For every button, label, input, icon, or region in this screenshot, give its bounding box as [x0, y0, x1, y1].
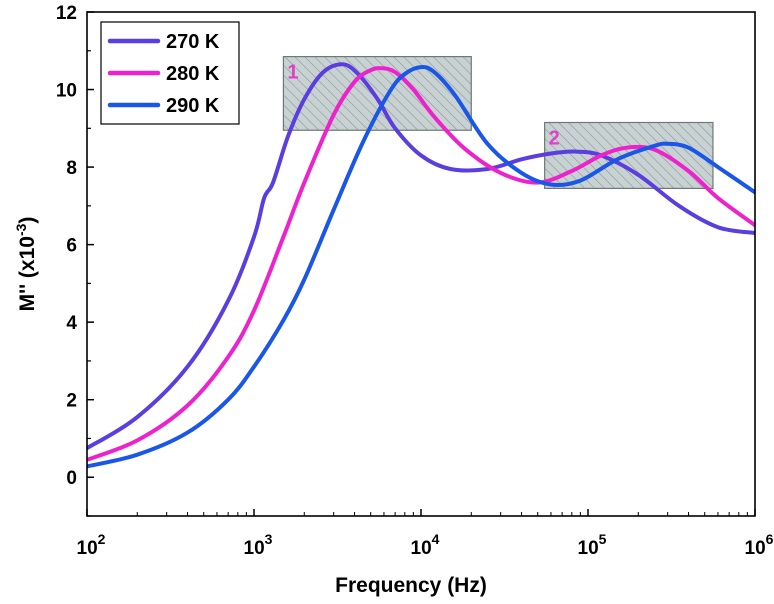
series-lines: [87, 62, 755, 469]
legend-label-290-k: 290 K: [166, 95, 220, 117]
y-tick-label-2: 2: [66, 391, 77, 412]
y-tick-label-6: 6: [66, 236, 77, 257]
y-axis-title-exponent: -3: [13, 223, 29, 236]
x-tick-label-2: 102: [77, 531, 106, 559]
x-tick-label-4: 104: [411, 531, 440, 559]
y-axis-title-close: ): [16, 217, 39, 224]
legend-label-280-k: 280 K: [166, 63, 220, 85]
x-tick-label-6: 106: [745, 531, 774, 559]
x-tick-label-5: 105: [578, 531, 607, 559]
annotation-label-1: 1: [287, 62, 298, 84]
y-tick-label-8: 8: [66, 158, 77, 179]
annotation-label-2: 2: [549, 127, 560, 149]
x-tick-label-3: 103: [244, 531, 273, 559]
series-line-290-k: [87, 65, 755, 469]
y-tick-label-10: 10: [56, 81, 77, 102]
legend: 270 K 280 K 290 K: [100, 21, 240, 125]
y-tick-label-0: 0: [66, 468, 77, 489]
x-axis-title: Frequency (Hz): [335, 574, 487, 597]
y-axis-title: M'' (x10-3): [13, 217, 39, 312]
legend-label-270-k: 270 K: [166, 31, 220, 53]
y-axis-title-main: M'' (x10: [16, 236, 39, 311]
y-tick-label-4: 4: [66, 313, 77, 334]
y-tick-label-12: 12: [56, 3, 77, 24]
